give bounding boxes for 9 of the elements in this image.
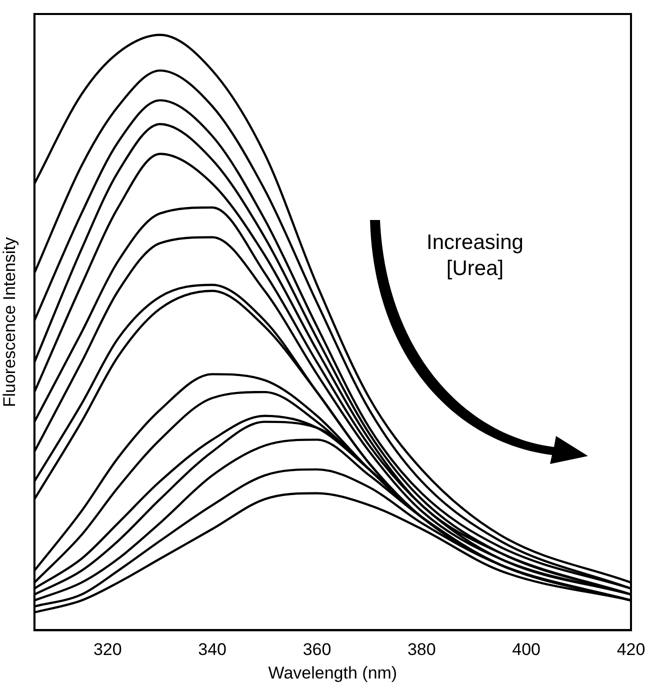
x-tick-label: 380 <box>407 640 436 660</box>
x-tick-label: 360 <box>302 640 332 660</box>
annotation: Increasing [Urea] <box>426 230 524 282</box>
x-tick-label: 320 <box>93 640 122 660</box>
x-tick-label: 400 <box>512 640 541 660</box>
x-axis-title: Wavelength (nm) <box>268 663 398 682</box>
x-tick-label: 420 <box>616 640 646 660</box>
y-axis-title: Fluorescence Intensity <box>0 236 19 408</box>
x-tick-label: 340 <box>198 640 227 660</box>
